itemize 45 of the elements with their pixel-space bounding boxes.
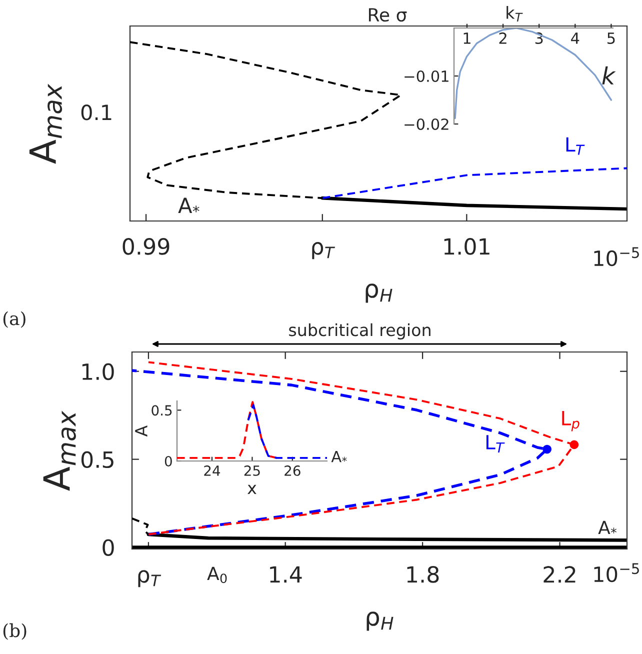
text: 10$^{−5}$ <box>594 563 639 582</box>
x-tick-label: 4 <box>571 32 580 44</box>
x-axis-title: k <box>602 66 616 84</box>
x-tick-label: 1 <box>464 32 470 44</box>
annotation: A$_{*}$ <box>598 520 617 534</box>
x-tick-label: 1.01 <box>444 238 490 255</box>
y-tick-label: −0.01 <box>404 70 448 82</box>
x-tick-label: 1.8 <box>407 566 439 583</box>
series-label: L$_{T}$ <box>566 137 585 155</box>
y-tick-label: 0 <box>164 456 172 466</box>
y-axis-title: A$_{max}$ <box>43 410 76 491</box>
text: 10$^{−5}$ <box>594 247 639 266</box>
y-tick-label: 0.5 <box>81 451 114 468</box>
text: (a) <box>3 311 26 328</box>
text: subcritical region <box>289 323 430 340</box>
x-axis-title: x <box>248 484 256 494</box>
y-tick-label: −0.02 <box>404 118 448 130</box>
x-tick-label: 1.4 <box>270 566 302 583</box>
line-series <box>247 404 327 459</box>
annotation: k$_{T}$ <box>506 6 523 22</box>
y-tick-label: 0.5 <box>152 405 172 416</box>
line-series <box>177 401 278 459</box>
text: (b) <box>3 623 26 640</box>
y-tick-label: 0 <box>102 539 114 556</box>
x-tick-label: 0.99 <box>122 238 170 255</box>
series-label: L$_{p}$ <box>562 411 580 432</box>
x-tick-label: ρ$_{T}$ <box>138 570 162 588</box>
y-axis-title: A <box>135 425 148 437</box>
annotation: A$_{*}$ <box>331 451 347 462</box>
x-tick-label: 2 <box>499 32 506 44</box>
x-tick-label: 25 <box>244 465 260 476</box>
annotation: A$_{0}$ <box>207 566 227 584</box>
y-tick-label: 1.0 <box>82 363 114 380</box>
series-label: L$_{T}$ <box>486 435 505 452</box>
x-axis-title: ρ$_{H}$ <box>366 612 394 631</box>
x-tick-label: ρ$_{T}$ <box>312 242 335 260</box>
x-tick-label: 24 <box>204 465 220 476</box>
y-axis-title: Re σ <box>368 8 407 22</box>
x-tick-label: 5 <box>608 32 615 44</box>
x-tick-label: 2.2 <box>544 566 576 583</box>
y-axis-title: A$_{max}$ <box>29 84 62 164</box>
annotation: A$_{*}$ <box>178 198 200 213</box>
x-tick-label: 26 <box>284 465 300 476</box>
x-axis-title: ρ$_{H}$ <box>366 284 392 303</box>
text: 0.1 <box>81 104 112 120</box>
